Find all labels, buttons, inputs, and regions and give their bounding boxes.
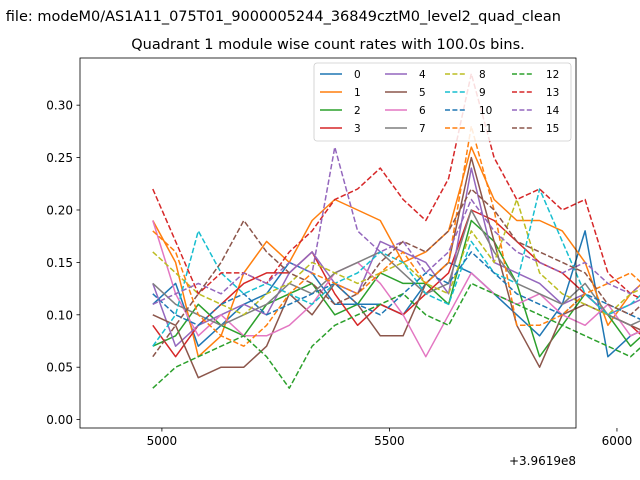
x-tick-label: 6000	[602, 434, 633, 448]
legend-label-12: 12	[546, 69, 559, 81]
series-line-4	[152, 167, 640, 347]
series-line-13	[152, 72, 640, 299]
chart-title: Quadrant 1 module wise count rates with …	[131, 37, 525, 53]
legend-box	[313, 62, 572, 142]
legend-label-3: 3	[354, 123, 361, 135]
legend-label-10: 10	[479, 105, 492, 117]
axis-layer: 5000550060006500700075000.000.050.100.15…	[46, 99, 633, 448]
legend-label-7: 7	[419, 123, 426, 135]
y-tick-label: 0.30	[46, 99, 73, 113]
x-tick-label: 5500	[374, 434, 405, 448]
legend-label-15: 15	[546, 123, 559, 135]
figure-suptitle: n file: modeM0/AS1A11_075T01_9000005244_…	[0, 9, 561, 25]
y-tick-label: 0.10	[46, 308, 73, 322]
legend-label-6: 6	[419, 105, 426, 117]
series-line-10	[152, 251, 640, 327]
series-line-5	[152, 156, 640, 379]
series-line-12	[152, 282, 640, 389]
y-tick-label: 0.25	[46, 151, 73, 165]
series-line-15	[152, 188, 640, 358]
series-line-14	[152, 146, 640, 305]
legend-label-1: 1	[354, 87, 361, 99]
legend-label-9: 9	[479, 87, 486, 99]
x-tick-label: 5000	[147, 434, 178, 448]
y-tick-label: 0.05	[46, 361, 73, 375]
plot-border	[79, 57, 577, 429]
legend-label-14: 14	[546, 105, 560, 117]
legend-label-11: 11	[479, 123, 492, 135]
series-line-3	[152, 209, 640, 358]
series-line-8	[152, 198, 640, 316]
legend-label-2: 2	[354, 105, 361, 117]
series-line-2	[152, 219, 640, 358]
series-line-7	[152, 209, 640, 327]
series-line-6	[152, 220, 640, 358]
x-offset-label: +3.9619e8	[509, 454, 576, 468]
y-tick-label: 0.15	[46, 256, 73, 270]
series-line-1	[152, 146, 640, 358]
legend-label-0: 0	[354, 69, 361, 81]
y-tick-label: 0.00	[46, 413, 73, 427]
legend-label-8: 8	[479, 69, 486, 81]
legend-label-13: 13	[546, 87, 559, 99]
legend-label-4: 4	[419, 69, 426, 81]
y-tick-label: 0.20	[46, 203, 73, 217]
series-layer	[152, 72, 640, 389]
series-line-0	[152, 230, 640, 358]
legend-label-5: 5	[419, 87, 426, 99]
